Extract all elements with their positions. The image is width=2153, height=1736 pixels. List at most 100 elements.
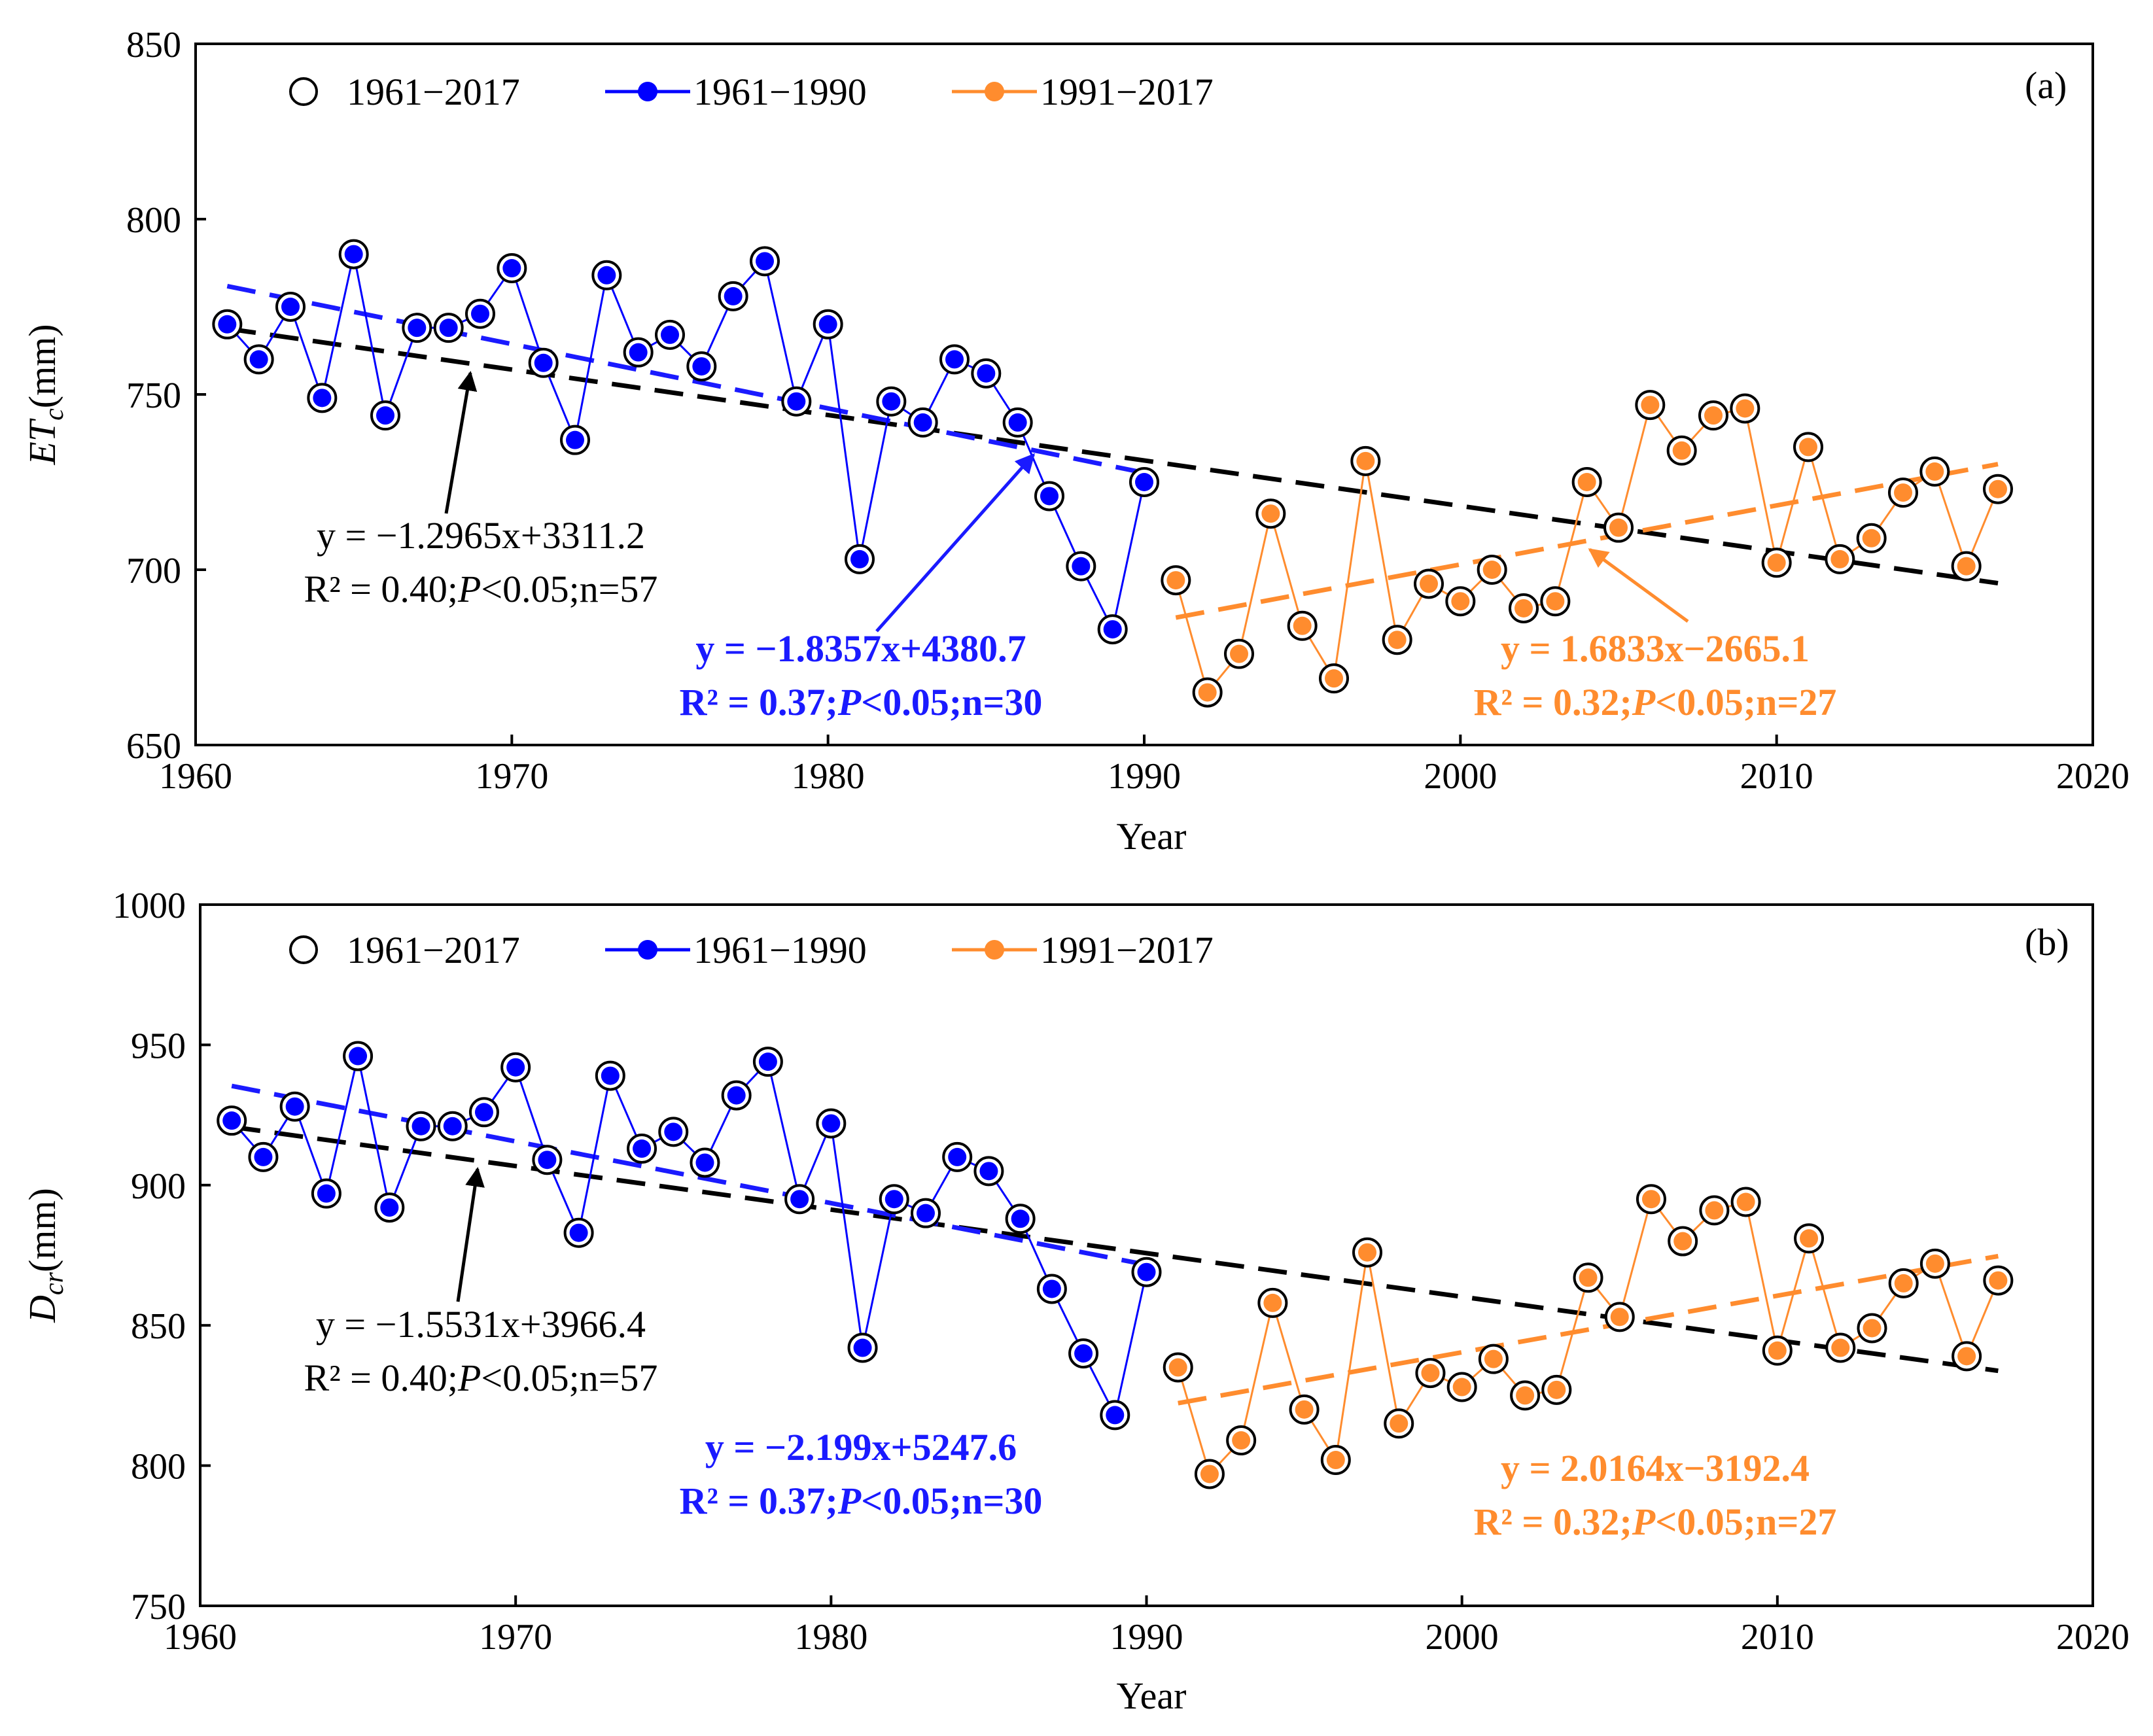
- panel-b-series-1991-2017-point: [1641, 1190, 1660, 1209]
- panel-a-y-tick-label: 700: [126, 551, 181, 591]
- panel-b-early-annotation: y = −2.199x+5247.6 R² = 0.37;P<0.05;n=30: [680, 1426, 1043, 1522]
- panel-b-series-1961-1990-point: [506, 1058, 525, 1077]
- panel-a-series-1991-2017-point: [1577, 473, 1596, 491]
- panel-a-y-tick-label: 800: [126, 200, 181, 241]
- panel-a-y-axis-title-main: ET: [21, 418, 63, 465]
- panel-b-series-1991-2017-point: [1358, 1243, 1377, 1262]
- panel-a-series-1991-2017-point: [1894, 483, 1912, 502]
- panel-b-series-1961-1990-point: [758, 1052, 777, 1071]
- panel-b-series-1961-1990-point: [538, 1151, 557, 1170]
- panel-b-y-tick-label: 900: [131, 1166, 186, 1207]
- panel-b-series-1991-2017-point: [1390, 1414, 1409, 1433]
- panel-a-early-stats-r2: R² = 0.37;: [680, 681, 838, 723]
- panel-a-series-1991-2017-point: [1451, 592, 1470, 611]
- panel-a-series-1961-1990-point: [281, 298, 300, 316]
- panel-b-late-equation: y = 2.0164x−3192.4: [1501, 1447, 1810, 1489]
- panel-b-series-1961-1990-point: [349, 1047, 368, 1066]
- panel-a-series-1961-1990-point: [913, 413, 932, 432]
- panel-a-series-1961-1990-point: [724, 286, 743, 305]
- panel-b-series-1991-2017-point: [1452, 1378, 1471, 1397]
- legend-late-label: 1991−2017: [1040, 71, 1214, 113]
- panel-a-series-1961-1990-point: [661, 325, 679, 344]
- panel-b-late-annotation: y = 2.0164x−3192.4 R² = 0.32;P<0.05;n=27: [1474, 1447, 1837, 1543]
- panel-a-x-tick-label: 2000: [1424, 756, 1497, 797]
- legend-late-label: 1991−2017: [1040, 929, 1214, 971]
- panel-a-all-arrow: [444, 371, 478, 514]
- panel-b-y-axis-title-main: D: [21, 1295, 63, 1323]
- panel-a-series-1961-1990-point: [1072, 557, 1091, 576]
- panel-b-series-1961-1990-point: [948, 1147, 967, 1166]
- panel-b-series-1991-2017-point: [1800, 1229, 1819, 1248]
- panel-a-series-1991-2017-point: [1261, 504, 1280, 523]
- panel-b-series-1961-1990-point: [601, 1066, 620, 1085]
- panel-a-series-1961-1990-point: [1040, 487, 1059, 506]
- panel-b-series-1961-1990-point: [443, 1117, 462, 1136]
- panel-a-series-1961-1990-point: [566, 430, 584, 449]
- panel-a-trend-1991-2017-line: [1175, 462, 1999, 620]
- panel-b-series-1991-2017-point: [1925, 1254, 1944, 1273]
- panel-a-series-1961-1990-point: [1135, 473, 1153, 491]
- panel-a-series-1961-1990-point: [787, 392, 806, 411]
- legend-all-label: 1961−2017: [347, 71, 520, 113]
- panel-b-trend-all-line: [231, 1124, 1999, 1374]
- panel-a: 1960 1970 1980 1990 2000 2010 2020 650 700 750 800…: [21, 25, 2129, 858]
- panel-a-series-1991-2017-point: [1799, 438, 1817, 457]
- panel-b-y-tick-label: 750: [131, 1587, 186, 1627]
- panel-b: 1960 1970 1980 1990 2000 2010 2020 750 800 850 900…: [21, 886, 2129, 1717]
- panel-b-series-1991-2017-point: [1295, 1400, 1314, 1419]
- panel-b-series-1961-1990-point: [411, 1117, 430, 1136]
- panel-b-early-stats: R² = 0.37;P<0.05;n=30: [680, 1480, 1043, 1522]
- panel-a-all-stats-p: P: [457, 568, 481, 610]
- panel-b-late-stats-p: P: [1632, 1501, 1656, 1543]
- panel-b-series-1961-1990-point: [790, 1190, 809, 1209]
- panel-a-series-1991-2017-point: [1862, 529, 1881, 547]
- panel-a-series-1991-2017-point: [1166, 571, 1185, 590]
- panel-b-legend: 1961−2017 1961−1990 1991−2017: [289, 929, 1214, 971]
- legend-all-marker: [289, 935, 318, 964]
- panel-b-late-stats-r2: R² = 0.32;: [1474, 1501, 1632, 1543]
- panel-b-all-equation: y = −1.5531x+3966.4: [316, 1303, 646, 1345]
- panel-b-series-1991-2017-point: [1484, 1349, 1503, 1368]
- panel-a-all-equation: y = −1.2965x+3311.2: [317, 514, 645, 557]
- panel-a-series-1991-2017-point: [1356, 451, 1375, 470]
- panel-b-x-tick-label: 1990: [1110, 1617, 1183, 1658]
- panel-a-series-1991-2017-point: [1325, 669, 1343, 688]
- panel-a-series-1961-1990-point: [1008, 413, 1027, 432]
- panel-b-series-1991-2017-point: [1736, 1192, 1755, 1211]
- panel-b-all-stats-p: P: [457, 1357, 481, 1399]
- panel-b-series-1961-1990-point: [1042, 1279, 1061, 1298]
- panel-b-series-1991-2017-point: [1547, 1380, 1566, 1399]
- panel-a-series-1961-1990-point: [818, 315, 837, 334]
- panel-a-y-axis-title-sub: c: [39, 408, 69, 421]
- panel-a-series-1961-1990-point: [977, 364, 996, 383]
- panel-b-late-stats-n: <0.05;n=27: [1655, 1501, 1836, 1543]
- panel-a-series-1991-2017-point: [1767, 553, 1786, 572]
- panel-a-x-tick-label: 1970: [475, 756, 548, 797]
- panel-a-series-1961-1990-point: [692, 357, 711, 376]
- panel-a-legend: 1961−2017 1961−1990 1991−2017: [289, 71, 1214, 113]
- panel-a-series-1991-2017-point: [1609, 518, 1628, 537]
- panel-b-series-1991-2017-point: [1894, 1274, 1913, 1293]
- panel-a-series-1961-1990-point: [756, 252, 774, 271]
- panel-a-late-equation: y = 1.6833x−2665.1: [1501, 627, 1810, 670]
- panel-b-series-1991-2017-point: [1768, 1341, 1787, 1360]
- panel-a-series-1961-1990-point: [945, 350, 964, 369]
- panel-b-y-axis-title-sub: cr: [39, 1272, 69, 1295]
- panel-a-early-equation: y = −1.8357x+4380.7: [695, 627, 1026, 670]
- legend-early-marker: [638, 82, 657, 101]
- legend-all-marker: [289, 77, 318, 106]
- panel-b-series-1991-2017-point: [1421, 1364, 1440, 1383]
- panel-b-all-arrow: [456, 1167, 485, 1302]
- panel-a-early-annotation: y = −1.8357x+4380.7 R² = 0.37;P<0.05;n=3…: [680, 453, 1042, 723]
- panel-a-series-1991-2017-point: [1704, 406, 1723, 425]
- panel-b-marks: 1960 1970 1980 1990 2000 2010 2020 750 800 850 900…: [113, 886, 2129, 1658]
- legend-early-label: 1961−1990: [693, 71, 867, 113]
- panel-a-series-1991-2017-point: [1230, 644, 1248, 663]
- panel-a-y-axis-title-unit: (mm): [21, 324, 63, 408]
- panel-b-series-1961-1990-point: [884, 1190, 903, 1209]
- panel-a-series-1991-2017-point: [1482, 561, 1501, 579]
- panel-a-trend-1961-1990-line: [226, 283, 1145, 476]
- panel-b-series-1961-1990-point: [474, 1103, 493, 1122]
- panel-a-series-1991-2017-point: [1830, 549, 1849, 568]
